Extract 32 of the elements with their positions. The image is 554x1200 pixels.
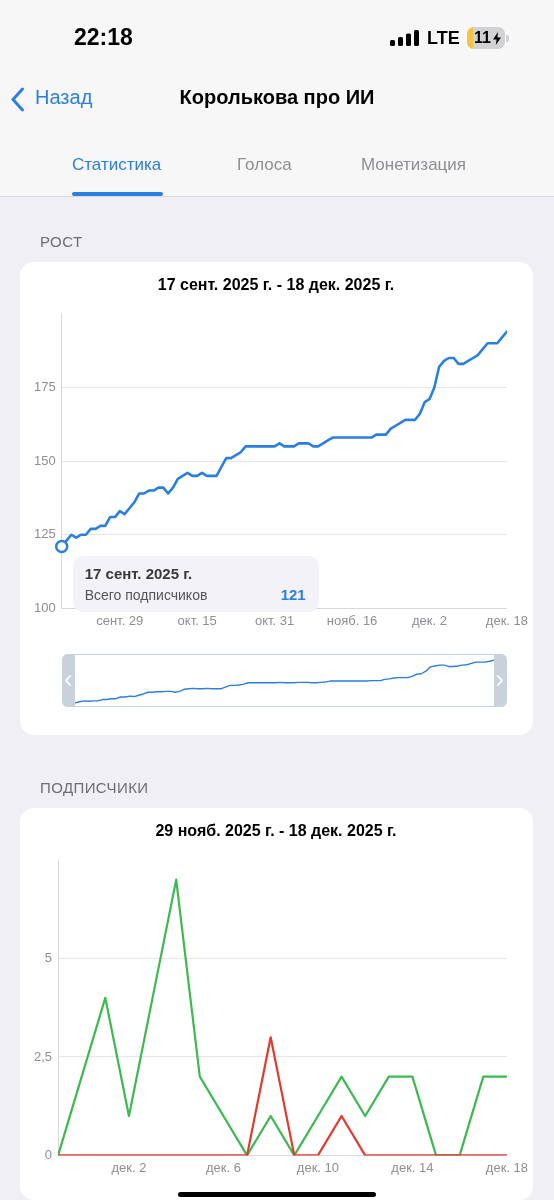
x-tick-label: дек. 2	[411, 612, 447, 628]
x-tick-label: сент. 29	[96, 612, 144, 628]
text: Монетизация	[361, 155, 467, 175]
y-tick-label: 175	[33, 379, 56, 395]
text: 22:18	[74, 24, 133, 51]
x-tick-label: нояб. 16	[326, 612, 378, 628]
y-tick-label: 150	[33, 452, 56, 468]
chart-subtitle: 29 нояб. 2025 г. - 18 дек. 2025 г.	[155, 822, 397, 840]
text: Голоса	[237, 155, 292, 175]
x-tick-label: дек. 18	[485, 1159, 528, 1175]
y-tick-label: 5	[44, 950, 53, 966]
y-tick-label: 125	[33, 526, 56, 542]
text: Статистика	[72, 155, 162, 175]
x-tick-label: окт. 15	[177, 612, 217, 628]
chart-title: РОСТ	[40, 233, 83, 250]
text: LTE	[427, 28, 460, 49]
y-tick-label: 2,5	[33, 1048, 53, 1064]
tooltip: 17 сент. 2025 г. Всего подписчиков 121	[72, 555, 319, 612]
text: Назад	[35, 86, 93, 109]
x-tick-label: дек. 6	[205, 1159, 241, 1175]
x-tick-label: окт. 31	[254, 612, 295, 628]
x-tick-label: дек. 2	[111, 1159, 147, 1175]
chart-subtitle: 17 сент. 2025 г. - 18 дек. 2025 г.	[157, 276, 395, 294]
y-tick-label: 0	[44, 1146, 53, 1162]
annotation: 121	[280, 585, 306, 604]
annotation: 17 сент. 2025 г.	[84, 563, 194, 583]
y-tick-label: 100	[33, 599, 56, 615]
x-tick-label: дек. 18	[485, 612, 528, 628]
text: Королькова про ИИ	[179, 86, 375, 109]
x-tick-label: дек. 10	[296, 1159, 340, 1175]
chart-title: ПОДПИСЧИКИ	[40, 779, 149, 796]
x-tick-label: дек. 14	[391, 1159, 434, 1175]
